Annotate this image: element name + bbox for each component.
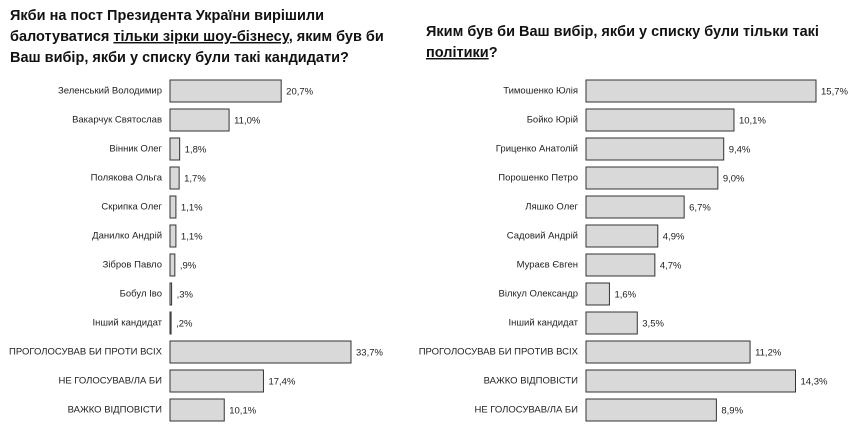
category-label: Зібров Павло [103, 260, 162, 271]
value-label: 4,9% [663, 232, 685, 243]
category-label: Вілкул Олександр [499, 289, 578, 300]
bar [169, 137, 181, 161]
bar [169, 166, 180, 190]
bar [169, 282, 173, 306]
value-label: 1,6% [614, 290, 636, 301]
value-label: 3,5% [642, 319, 664, 330]
category-label: Тимошенко Юлія [503, 86, 578, 97]
value-label: 1,1% [181, 232, 203, 243]
chart-title: Яким був би Ваш вибір, якби у списку бул… [426, 24, 819, 40]
category-label: ВАЖКО ВІДПОВІСТИ [484, 376, 579, 387]
category-label: Зеленський Володимир [58, 86, 162, 97]
value-label: 15,7% [821, 87, 848, 98]
title-segment: тільки зірки шоу-бізнесу [113, 29, 289, 45]
value-label: 33,7% [356, 348, 383, 359]
category-label: Інший кандидат [93, 318, 163, 329]
title-segment: ? [489, 45, 498, 61]
bar [585, 282, 610, 306]
category-label: Бобул Іво [120, 289, 162, 300]
bar [169, 253, 176, 277]
category-label: НЕ ГОЛОСУВАВ/ЛА БИ [58, 376, 162, 387]
value-label: 17,4% [268, 377, 295, 388]
value-label: 8,9% [721, 406, 743, 417]
category-label: ПРОГОЛОСУВАВ БИ ПРОТИ ВСІХ [9, 347, 163, 358]
title-segment: балотуватися [10, 29, 113, 45]
category-label: Ляшко Олег [525, 202, 578, 213]
value-label: 10,1% [229, 406, 256, 417]
bar [169, 195, 177, 219]
bar [169, 311, 172, 335]
bar [585, 195, 685, 219]
value-label: 11,0% [234, 116, 261, 127]
category-label: Скрипка Олег [101, 202, 162, 213]
value-label: 1,1% [181, 203, 203, 214]
bar [585, 79, 817, 103]
category-label: Полякова Ольга [91, 173, 163, 184]
bar [585, 311, 638, 335]
chart-title: політики? [426, 45, 498, 61]
title-segment: політики [426, 45, 489, 61]
value-label: 1,7% [184, 174, 206, 185]
bar [585, 166, 719, 190]
category-label: Порошенко Петро [498, 173, 578, 184]
bar [169, 108, 230, 132]
bar [585, 224, 659, 248]
value-label: 6,7% [689, 203, 711, 214]
category-label: Мураєв Євген [517, 260, 578, 271]
title-segment: Яким був би Ваш вибір, якби у списку бул… [426, 24, 819, 40]
value-label: 9,0% [723, 174, 745, 185]
chart-title: Ваш вибір, якби у списку були такі канди… [10, 50, 349, 66]
value-label: 1,8% [185, 145, 207, 156]
value-label: 4,7% [660, 261, 682, 272]
value-label: 11,2% [755, 348, 782, 359]
bar [585, 253, 656, 277]
bar [585, 340, 751, 364]
bar [585, 398, 717, 422]
bar [169, 398, 225, 422]
bar [585, 137, 725, 161]
title-segment: , яким був би [289, 29, 384, 45]
category-label: Вінник Олег [109, 144, 162, 155]
bar [169, 340, 352, 364]
value-label: 9,4% [729, 145, 751, 156]
category-label: Бойко Юрій [527, 115, 578, 126]
category-label: Садовий Андрій [507, 231, 578, 242]
value-label: 20,7% [286, 87, 313, 98]
title-segment: Якби на пост Президента України вирішили [10, 8, 324, 24]
value-label: ,9% [180, 261, 197, 272]
chart-title: Якби на пост Президента України вирішили [10, 8, 324, 24]
value-label: 14,3% [800, 377, 827, 388]
bar [169, 369, 264, 393]
bar [169, 224, 177, 248]
bar [585, 369, 796, 393]
category-label: Інший кандидат [509, 318, 579, 329]
category-label: Данилко Андрій [92, 231, 162, 242]
category-label: Вакарчук Святослав [72, 115, 162, 126]
bar [169, 79, 282, 103]
value-label: 10,1% [739, 116, 766, 127]
category-label: НЕ ГОЛОСУВАВ/ЛА БИ [474, 405, 578, 416]
title-segment: Ваш вибір, якби у списку були такі канди… [10, 50, 349, 66]
value-label: ,2% [176, 319, 193, 330]
bar [585, 108, 735, 132]
category-label: ПРОГОЛОСУВАВ БИ ПРОТИВ ВСІХ [419, 347, 579, 358]
category-label: Гриценко Анатолій [496, 144, 578, 155]
value-label: ,3% [177, 290, 194, 301]
chart-title: балотуватися тільки зірки шоу-бізнесу, я… [10, 29, 384, 45]
category-label: ВАЖКО ВІДПОВІСТИ [68, 405, 163, 416]
